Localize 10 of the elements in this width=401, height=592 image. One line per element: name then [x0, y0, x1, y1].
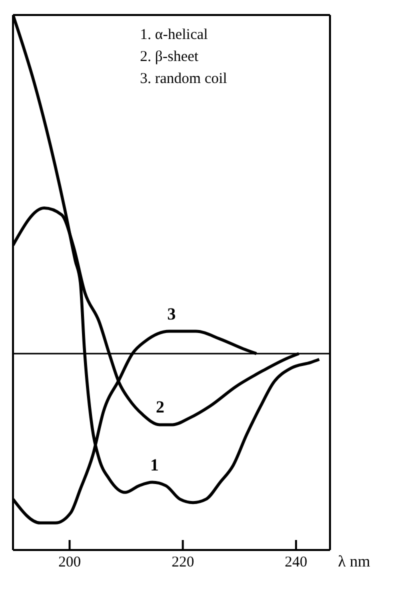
annotation: 1	[150, 455, 159, 474]
annotation: 2	[156, 398, 164, 417]
annotation: 3. random coil	[140, 70, 228, 89]
x-tick-label: 240	[284, 554, 308, 571]
x-tick-label: 220	[172, 554, 194, 571]
x-tick-label: 200	[58, 554, 81, 571]
annotation: 1. α-helical	[140, 26, 209, 45]
x-axis-title: λ nm	[338, 554, 371, 571]
annotation: 3	[167, 304, 176, 324]
annotation: 2. β-sheet	[140, 48, 200, 67]
